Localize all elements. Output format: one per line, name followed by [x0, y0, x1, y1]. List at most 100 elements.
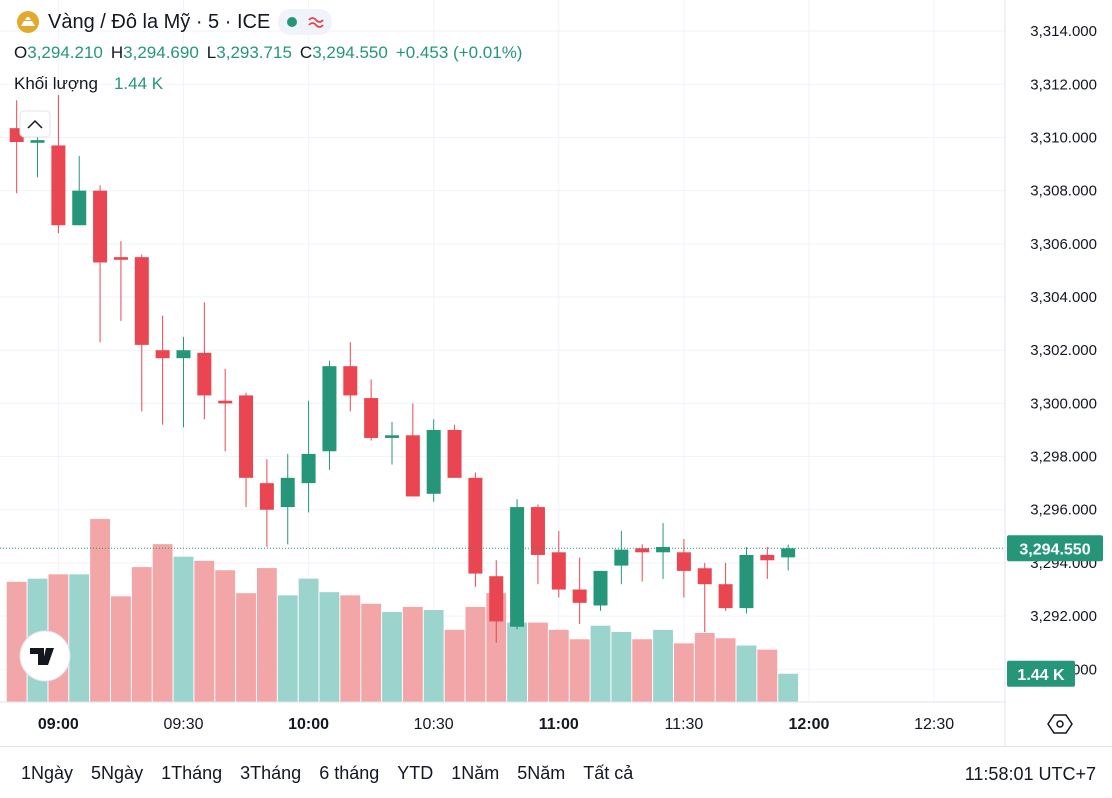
candle-body — [93, 190, 108, 263]
candle-body — [635, 548, 650, 553]
candle-body — [259, 483, 274, 510]
ohlc-value: 3,293.715 — [216, 43, 292, 62]
volume-last-label: 1.44 K — [1017, 667, 1065, 684]
button-bg[interactable] — [19, 110, 51, 138]
y-tick-label: 3,296.000 — [1030, 502, 1097, 519]
volume-bar — [90, 519, 111, 702]
x-tick-label: 11:30 — [664, 716, 703, 733]
symbol-icon — [17, 11, 39, 33]
last-price-box — [1007, 535, 1103, 562]
status-badge[interactable] — [278, 9, 333, 35]
volume-bar — [590, 625, 611, 702]
range-button[interactable]: 5Năm — [517, 762, 566, 783]
candle-body — [322, 366, 337, 452]
volume-bar — [152, 544, 173, 702]
candle-body — [614, 549, 629, 566]
candle-body — [280, 477, 295, 508]
volume-bar — [382, 611, 402, 702]
candle-body — [197, 352, 212, 396]
candles — [0, 94, 1005, 643]
range-button[interactable]: 3Tháng — [240, 762, 302, 783]
settings-button[interactable] — [1047, 714, 1073, 734]
ohlc-key: L — [206, 43, 217, 62]
x-tick-label: 10:30 — [414, 716, 454, 733]
settings-icon — [1047, 714, 1073, 734]
ohlc-change: +0.453 (+0.01%) — [395, 43, 523, 62]
chart: 3,290.0003,292.0003,294.0003,296.0003,29… — [0, 0, 1103, 746]
tv-logo[interactable] — [19, 630, 71, 682]
volume-bar — [131, 567, 152, 702]
volume-name: Khối lượng — [14, 74, 98, 93]
range-button[interactable]: 1Tháng — [161, 762, 223, 783]
y-tick-label: 3,314.000 — [1030, 23, 1097, 40]
ohlc-value: 3,294.690 — [123, 43, 199, 62]
range-button[interactable]: 5Ngày — [91, 762, 144, 783]
delayed-icon — [308, 17, 324, 28]
volume-bar — [111, 596, 131, 702]
candle-body — [426, 429, 441, 494]
ohlc-key: H — [110, 43, 124, 62]
volume-bar — [715, 638, 736, 702]
y-tick-label: 3,292.000 — [1030, 608, 1097, 625]
candle-body — [384, 435, 399, 438]
volume-bar — [194, 560, 215, 702]
ohlc-legend: O3,294.210 H3,294.690 L3,293.715 C3,294.550… — [14, 43, 522, 63]
range-button[interactable]: 1Năm — [451, 762, 500, 783]
market-open-dot — [287, 17, 298, 27]
volume-bar — [69, 574, 90, 702]
candle-body — [218, 400, 233, 404]
candle-body — [134, 257, 149, 345]
axes: 3,290.0003,292.0003,294.0003,296.0003,29… — [38, 23, 1103, 733]
candle-body — [468, 477, 483, 574]
y-tick-label: 3,300.000 — [1030, 395, 1097, 412]
header: Vàng / Đô la Mỹ · 5 · ICE — [16, 9, 333, 35]
volume-bar — [757, 649, 778, 702]
range-buttons: 1Ngày 5Ngày 1Tháng 3Tháng 6 tháng YTD 1Năm 5Năm… — [12, 763, 642, 784]
candle-body — [676, 552, 691, 571]
candle-body — [343, 366, 358, 396]
candle-body — [697, 568, 712, 585]
volume-bar — [528, 622, 548, 702]
candle-body — [551, 552, 566, 590]
candle-body — [760, 554, 775, 561]
range-button[interactable]: 6 tháng — [319, 762, 380, 783]
x-tick-label: 09:00 — [38, 716, 79, 733]
y-tick-label: 3,304.000 — [1030, 289, 1097, 306]
volume-bar — [569, 639, 590, 702]
candle-body — [72, 190, 87, 226]
volume-bar — [361, 603, 382, 702]
volume-legend: Khối lượng 1.44 K — [14, 74, 163, 94]
logo-mark — [30, 648, 54, 665]
candle-body — [593, 570, 608, 606]
candle-body — [718, 584, 733, 609]
collapse-button[interactable] — [19, 110, 51, 138]
candle-body — [405, 435, 420, 497]
ohlc-item: H3,294.690 — [111, 43, 199, 63]
volume-bar — [736, 645, 757, 702]
candle-body — [176, 350, 191, 359]
volume-bar — [673, 643, 694, 702]
candle-body — [656, 546, 671, 553]
volume-bar — [215, 570, 236, 702]
volume-bar — [402, 606, 423, 702]
range-button[interactable]: YTD — [397, 762, 434, 783]
range-button[interactable]: 1Ngày — [21, 762, 74, 783]
ohlc-key: O — [14, 43, 28, 62]
range-button[interactable]: Tất cả — [583, 762, 634, 783]
candle-body — [239, 395, 254, 478]
ohlc-key: C — [299, 43, 313, 62]
volume-bar — [256, 568, 277, 702]
volume-bar — [340, 595, 361, 702]
settings-icon-dot — [1056, 720, 1064, 728]
x-tick-label: 12:00 — [789, 716, 830, 733]
volume-bar — [507, 622, 528, 702]
volume-bar — [548, 629, 569, 702]
candle-body — [447, 429, 462, 478]
volume-bar — [319, 592, 340, 702]
volume-bar — [277, 595, 298, 702]
volume-bar — [6, 581, 27, 702]
symbol-title[interactable]: Vàng / Đô la Mỹ · 5 · ICE — [48, 10, 271, 33]
volume-bar — [173, 556, 194, 702]
volume-bar — [423, 610, 444, 702]
volume-bar — [694, 632, 715, 702]
